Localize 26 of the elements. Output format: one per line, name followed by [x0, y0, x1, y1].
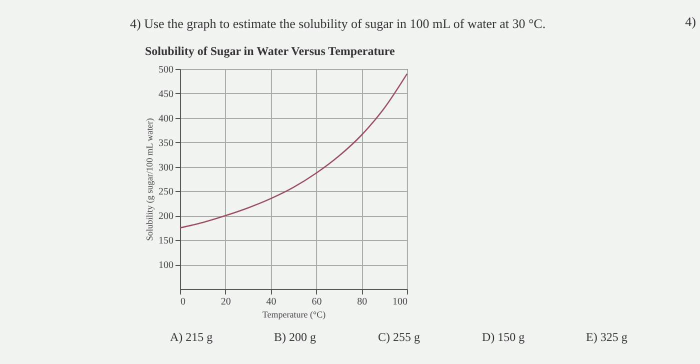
- x-tick-label: 100: [392, 296, 408, 308]
- text: B) 200 g: [274, 330, 317, 345]
- text: D) 150 g: [482, 330, 526, 345]
- text: 4): [685, 14, 696, 30]
- y-tick-label: 200: [158, 211, 174, 222]
- y-tick-label: 400: [158, 113, 174, 124]
- y-tick-label: 350: [158, 138, 174, 149]
- x-tick-label: 40: [266, 296, 276, 308]
- y-tick-label: 100: [158, 260, 174, 272]
- x-axis-title: Temperature (°C): [262, 310, 326, 320]
- text: A) 215 g: [170, 330, 214, 345]
- text: E) 325 g: [586, 330, 628, 345]
- y-tick-label: 500: [158, 64, 174, 76]
- line-series: [179, 73, 408, 229]
- x-tick-label: 0: [180, 296, 186, 308]
- y-tick-label: 450: [158, 88, 174, 100]
- y-tick-label: 300: [158, 162, 174, 174]
- y-tick-label: 150: [158, 236, 174, 247]
- x-tick-label: 60: [312, 296, 322, 308]
- x-tick-label: 20: [220, 296, 231, 308]
- y-axis-title: Solubility (g sugar/100 mL water): [144, 118, 154, 241]
- x-tick-label: 80: [357, 296, 368, 308]
- text: 4) Use the graph to estimate the solubility of sugar in 100 mL of water at 30 °C.: [130, 16, 546, 32]
- y-tick-label: 250: [158, 186, 174, 198]
- text: C) 255 g: [378, 330, 421, 345]
- chart-title: Solubility of Sugar in Water Versus Temperature: [145, 44, 396, 58]
